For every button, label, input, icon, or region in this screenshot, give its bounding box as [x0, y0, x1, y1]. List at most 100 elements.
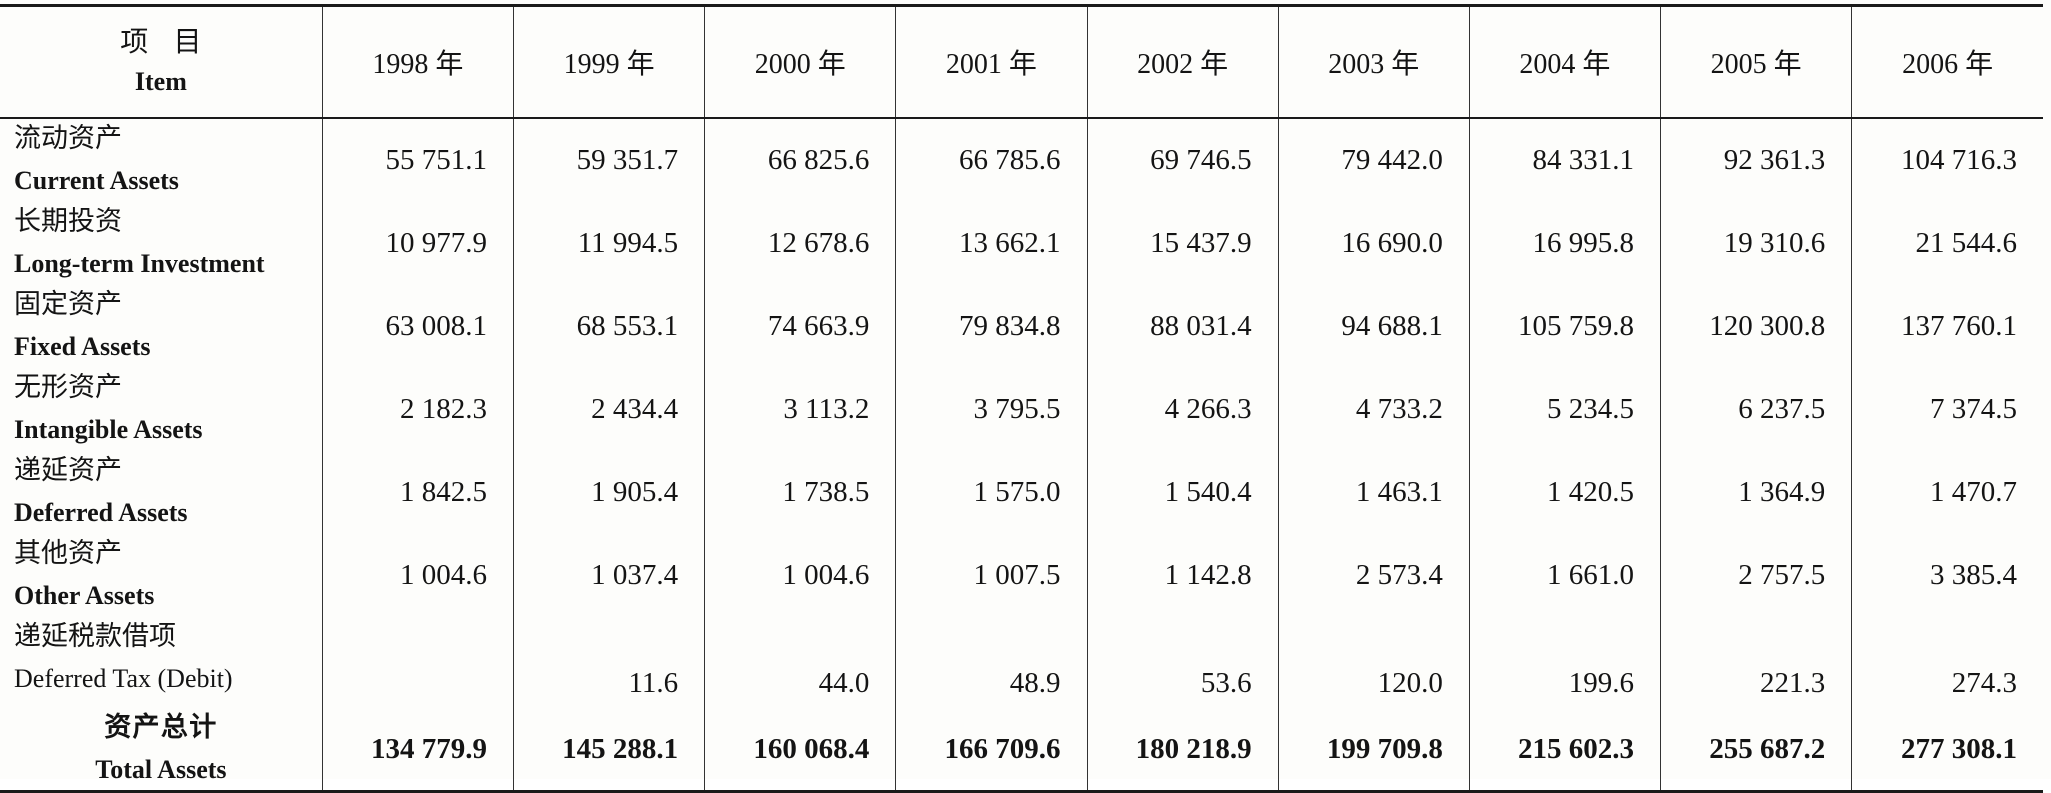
table-cell: 1 661.0 — [1468, 534, 1661, 617]
table-cell: 5 234.5 — [1468, 368, 1661, 451]
row-label-zh: 无形资产 — [14, 372, 122, 403]
row-label-zh: 递延资产 — [14, 455, 122, 486]
total-cell: 215 602.3 — [1468, 708, 1661, 792]
table-cell: 1 905.4 — [512, 451, 705, 534]
row-label-zh: 其他资产 — [14, 538, 122, 569]
table-cell: 16 995.8 — [1468, 202, 1661, 285]
table-cell: 1 575.0 — [895, 451, 1087, 534]
total-label-zh: 资产总计 — [104, 712, 218, 743]
table-cell: 1 540.4 — [1086, 451, 1279, 534]
year-header-2002: 2002 年 — [1086, 5, 1279, 119]
table-cell: 11.6 — [512, 617, 705, 708]
table-cell: 120 300.8 — [1660, 285, 1852, 368]
table-cell: 94 688.1 — [1277, 285, 1470, 368]
year-header-2005: 2005 年 — [1660, 5, 1852, 119]
table-cell: 3 795.5 — [895, 368, 1087, 451]
table-cell: 1 007.5 — [895, 534, 1087, 617]
table-row-deferred-tax-debit: 递延税款借项 Deferred Tax (Debit) 11.6 44.0 48… — [0, 617, 2043, 708]
row-label-zh: 递延税款借项 — [14, 621, 176, 652]
table-cell: 74 663.9 — [704, 285, 896, 368]
item-header-en: Item — [134, 67, 187, 96]
table-cell: 21 544.6 — [1851, 202, 2043, 285]
table-cell: 66 825.6 — [704, 118, 896, 202]
table-cell: 12 678.6 — [704, 202, 896, 285]
table-row-long-term-investment: 长期投资 Long-term Investment 10 977.9 11 99… — [0, 202, 2043, 285]
year-header-2004: 2004 年 — [1468, 5, 1661, 119]
table-cell: 63 008.1 — [321, 285, 514, 368]
table-cell: 53.6 — [1086, 617, 1279, 708]
table-cell: 199.6 — [1468, 617, 1661, 708]
row-label: 无形资产 Intangible Assets — [0, 368, 322, 451]
table-cell: 2 434.4 — [512, 368, 705, 451]
table-cell: 1 004.6 — [704, 534, 896, 617]
table-row-intangible-assets: 无形资产 Intangible Assets 2 182.3 2 434.4 3… — [0, 368, 2043, 451]
table-row-current-assets: 流动资产 Current Assets 55 751.1 59 351.7 66… — [0, 118, 2043, 202]
table-cell: 19 310.6 — [1660, 202, 1852, 285]
table-cell: 6 237.5 — [1660, 368, 1852, 451]
row-label: 长期投资 Long-term Investment — [0, 202, 322, 285]
total-cell: 255 687.2 — [1660, 708, 1852, 792]
table-cell: 2 757.5 — [1660, 534, 1852, 617]
row-label-en: Deferred Assets — [14, 498, 188, 527]
table-row-other-assets: 其他资产 Other Assets 1 004.6 1 037.4 1 004.… — [0, 534, 2043, 617]
total-cell: 166 709.6 — [895, 708, 1087, 792]
table-cell: 48.9 — [895, 617, 1087, 708]
table-cell: 55 751.1 — [321, 118, 514, 202]
year-header-1999: 1999 年 — [512, 5, 705, 119]
table-row-total-assets: 资产总计 Total Assets 134 779.9 145 288.1 16… — [0, 708, 2043, 792]
table-cell: 4 733.2 — [1277, 368, 1470, 451]
table-cell: 1 364.9 — [1660, 451, 1852, 534]
table-cell: 88 031.4 — [1086, 285, 1279, 368]
row-label-en: Deferred Tax (Debit) — [14, 664, 233, 693]
row-label-en: Fixed Assets — [14, 332, 151, 361]
table-cell: 105 759.8 — [1468, 285, 1661, 368]
total-cell: 277 308.1 — [1851, 708, 2043, 792]
table-cell: 2 573.4 — [1277, 534, 1470, 617]
table-cell: 13 662.1 — [895, 202, 1087, 285]
table-cell: 120.0 — [1277, 617, 1470, 708]
year-header-2003: 2003 年 — [1277, 5, 1470, 119]
table-cell: 15 437.9 — [1086, 202, 1279, 285]
table-cell: 44.0 — [704, 617, 896, 708]
total-assets-table: 项目 Item 1998 年 1999 年 2000 年 2001 年 2002… — [0, 4, 2043, 793]
table-cell: 59 351.7 — [512, 118, 705, 202]
table-cell: 4 266.3 — [1086, 368, 1279, 451]
row-label-en: Current Assets — [14, 166, 179, 195]
row-label: 递延税款借项 Deferred Tax (Debit) — [0, 617, 322, 708]
row-label-en: Intangible Assets — [14, 415, 203, 444]
total-cell: 145 288.1 — [512, 708, 705, 792]
table-cell: 1 738.5 — [704, 451, 896, 534]
table-cell: 274.3 — [1851, 617, 2043, 708]
table-cell: 1 420.5 — [1468, 451, 1661, 534]
total-cell: 199 709.8 — [1277, 708, 1470, 792]
table-cell: 137 760.1 — [1851, 285, 2043, 368]
row-label: 固定资产 Fixed Assets — [0, 285, 322, 368]
table-cell: 79 442.0 — [1277, 118, 1470, 202]
table-cell: 84 331.1 — [1468, 118, 1661, 202]
total-label-en: Total Assets — [95, 755, 227, 784]
row-label-en: Other Assets — [14, 581, 155, 610]
row-label: 其他资产 Other Assets — [0, 534, 322, 617]
table-cell: 1 004.6 — [321, 534, 514, 617]
header-row: 项目 Item 1998 年 1999 年 2000 年 2001 年 2002… — [0, 5, 2043, 119]
table-cell: 69 746.5 — [1086, 118, 1279, 202]
table-cell: 1 470.7 — [1851, 451, 2043, 534]
table-row-fixed-assets: 固定资产 Fixed Assets 63 008.1 68 553.1 74 6… — [0, 285, 2043, 368]
row-label: 流动资产 Current Assets — [0, 118, 322, 202]
table-cell: 11 994.5 — [512, 202, 705, 285]
table-cell: 79 834.8 — [895, 285, 1087, 368]
total-cell: 134 779.9 — [321, 708, 514, 792]
table-cell: 7 374.5 — [1851, 368, 2043, 451]
table-cell: 3 113.2 — [704, 368, 896, 451]
table-cell: 2 182.3 — [321, 368, 514, 451]
row-label-en: Long-term Investment — [14, 249, 265, 278]
total-row-label: 资产总计 Total Assets — [0, 708, 322, 792]
table-cell: 66 785.6 — [895, 118, 1087, 202]
table-cell: 68 553.1 — [512, 285, 705, 368]
year-header-2000: 2000 年 — [704, 5, 896, 119]
row-label: 递延资产 Deferred Assets — [0, 451, 322, 534]
table-cell: 10 977.9 — [321, 202, 514, 285]
table-cell: 92 361.3 — [1660, 118, 1852, 202]
row-label-zh: 长期投资 — [14, 206, 122, 237]
